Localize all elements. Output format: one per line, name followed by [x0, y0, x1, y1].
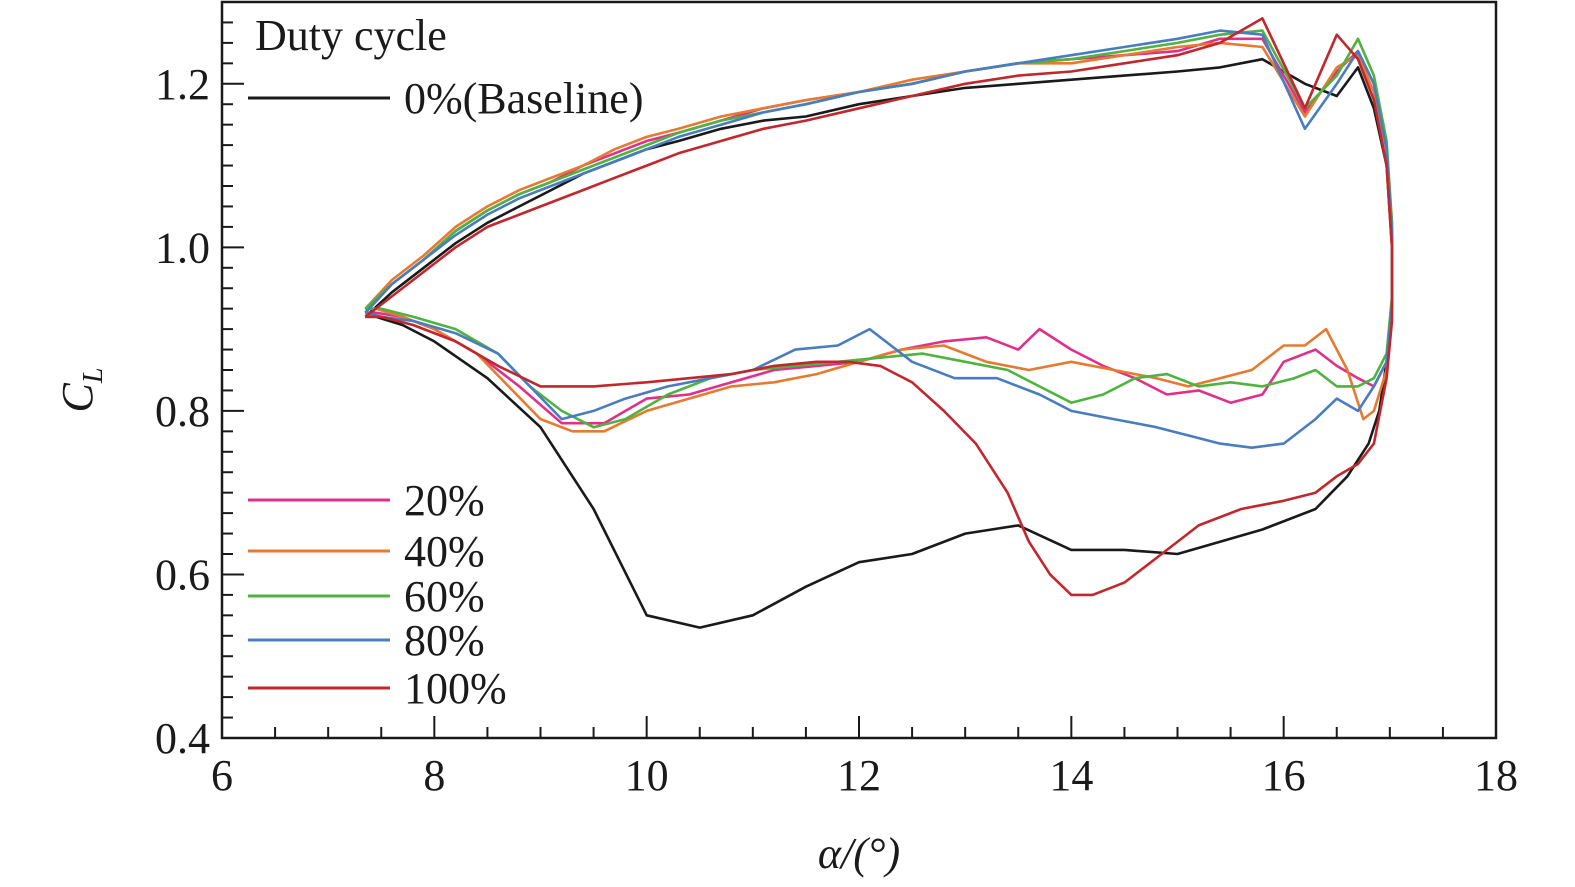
y-tick-label: 1.2: [155, 60, 210, 109]
x-tick-label: 18: [1474, 751, 1518, 800]
legend-label-3: 60%: [404, 572, 485, 621]
y-tick-label: 0.8: [155, 387, 210, 436]
y-axis-title-subscript: L: [78, 368, 109, 385]
x-tick-label: 16: [1262, 751, 1306, 800]
tick-labels: 6 8 10 12 14 16 18 0.4 0.6 0.8 1.0 1.2: [155, 60, 1518, 800]
legend-title: Duty cycle: [255, 11, 447, 60]
series-layer: [364, 17, 1394, 629]
legend-label-5: 100%: [404, 664, 507, 713]
y-axis-title-main: C: [53, 382, 102, 412]
plot-frame: [220, 0, 1498, 740]
series-line-4: [364, 29, 1394, 450]
x-tick-label: 12: [837, 751, 881, 800]
x-axis-title: α/(°): [818, 829, 900, 878]
x-tick-label: 10: [625, 751, 669, 800]
legend: 0%(Baseline) 20%40%60%80%100%: [248, 74, 643, 713]
legend-label-4: 80%: [404, 616, 485, 665]
y-axis-title: CL: [53, 368, 109, 413]
legend-label-1: 20%: [404, 476, 485, 525]
legend-label-2: 40%: [404, 527, 485, 576]
x-tick-label: 14: [1049, 751, 1093, 800]
series-line-0: [364, 57, 1394, 629]
y-tick-label: 0.4: [155, 714, 210, 763]
y-tick-label: 1.0: [155, 223, 210, 272]
series-line-2: [364, 41, 1394, 433]
x-tick-label: 6: [211, 751, 233, 800]
legend-label-0: 0%(Baseline): [404, 74, 643, 123]
y-tick-label: 0.6: [155, 550, 210, 599]
x-tick-label: 8: [423, 751, 445, 800]
series-line-5: [364, 17, 1394, 597]
